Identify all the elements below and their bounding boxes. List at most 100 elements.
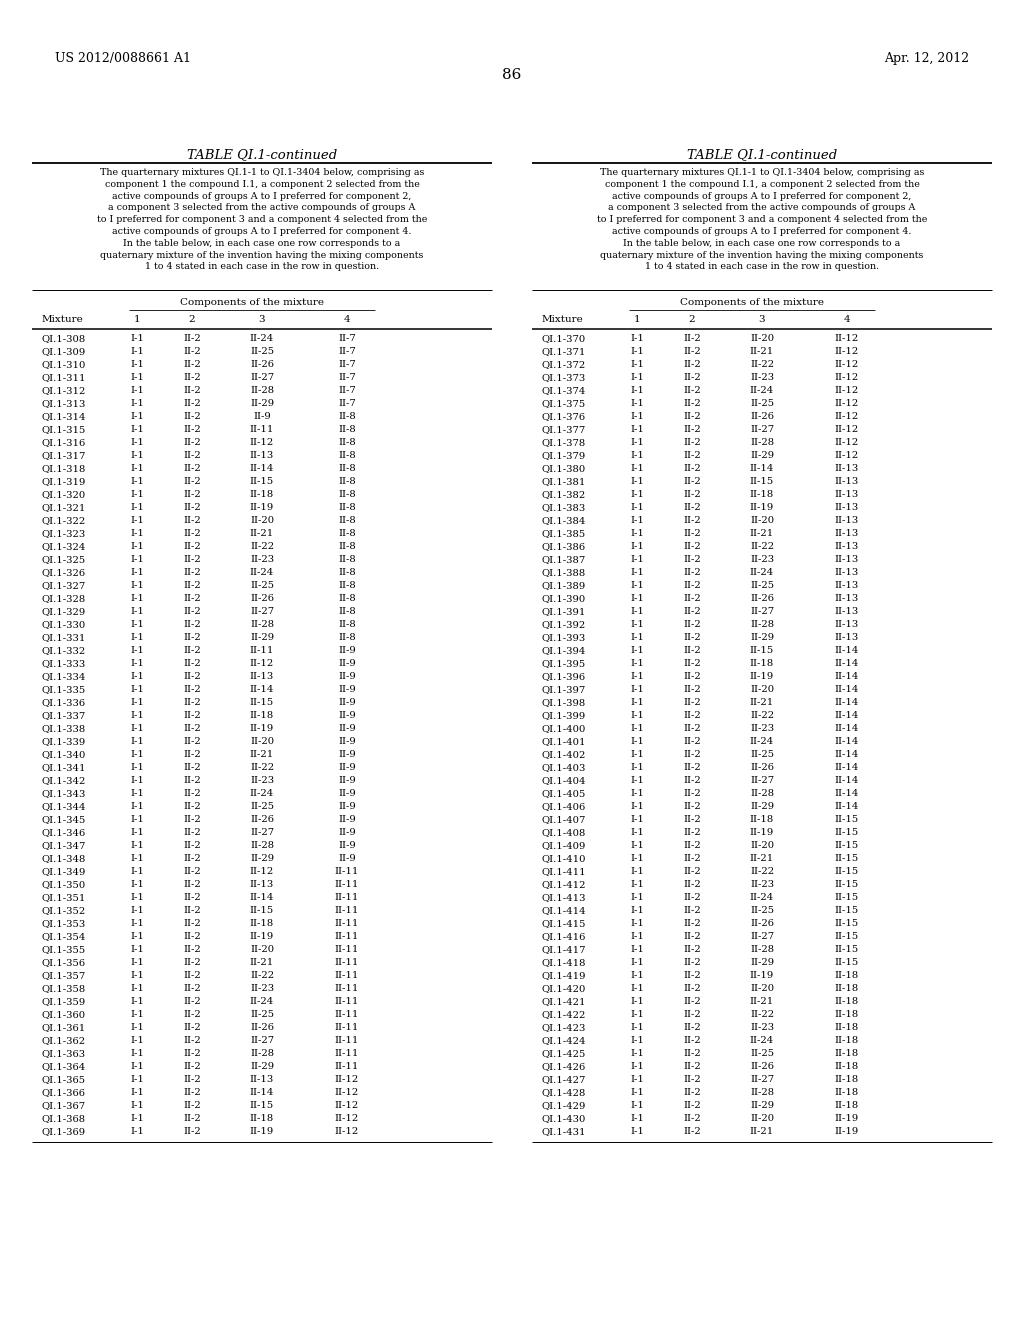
Text: QI.1-392: QI.1-392 xyxy=(542,620,587,630)
Text: II-15: II-15 xyxy=(835,814,859,824)
Text: II-2: II-2 xyxy=(683,750,700,759)
Text: II-13: II-13 xyxy=(835,620,859,630)
Text: II-12: II-12 xyxy=(835,451,859,459)
Text: II-12: II-12 xyxy=(250,438,274,447)
Text: I-1: I-1 xyxy=(630,568,644,577)
Text: II-11: II-11 xyxy=(335,997,359,1006)
Text: II-26: II-26 xyxy=(750,594,774,603)
Text: QI.1-409: QI.1-409 xyxy=(542,841,587,850)
Text: II-12: II-12 xyxy=(835,347,859,356)
Text: II-25: II-25 xyxy=(250,347,274,356)
Text: QI.1-337: QI.1-337 xyxy=(42,711,86,719)
Text: The quarternary mixtures QI.1-1 to QI.1-3404 below, comprising as
component 1 th: The quarternary mixtures QI.1-1 to QI.1-… xyxy=(97,168,427,272)
Text: II-2: II-2 xyxy=(183,438,201,447)
Text: I-1: I-1 xyxy=(630,438,644,447)
Text: I-1: I-1 xyxy=(130,607,144,616)
Text: QI.1-400: QI.1-400 xyxy=(542,723,587,733)
Text: II-9: II-9 xyxy=(338,659,356,668)
Text: II-2: II-2 xyxy=(683,490,700,499)
Text: II-11: II-11 xyxy=(335,945,359,954)
Text: II-20: II-20 xyxy=(250,945,274,954)
Text: I-1: I-1 xyxy=(130,634,144,642)
Text: QI.1-383: QI.1-383 xyxy=(542,503,587,512)
Text: II-15: II-15 xyxy=(750,645,774,655)
Text: QI.1-353: QI.1-353 xyxy=(42,919,86,928)
Text: QI.1-427: QI.1-427 xyxy=(542,1074,587,1084)
Text: QI.1-319: QI.1-319 xyxy=(42,477,86,486)
Text: QI.1-378: QI.1-378 xyxy=(542,438,587,447)
Text: II-12: II-12 xyxy=(835,438,859,447)
Text: II-2: II-2 xyxy=(183,425,201,434)
Text: II-2: II-2 xyxy=(183,841,201,850)
Text: II-13: II-13 xyxy=(835,554,859,564)
Text: I-1: I-1 xyxy=(630,814,644,824)
Text: QI.1-363: QI.1-363 xyxy=(42,1049,86,1059)
Text: I-1: I-1 xyxy=(630,659,644,668)
Text: I-1: I-1 xyxy=(130,529,144,539)
Text: Components of the mixture: Components of the mixture xyxy=(680,298,824,308)
Text: I-1: I-1 xyxy=(130,776,144,785)
Text: II-2: II-2 xyxy=(183,894,201,902)
Text: II-12: II-12 xyxy=(250,867,274,876)
Text: II-15: II-15 xyxy=(250,1101,274,1110)
Text: II-8: II-8 xyxy=(338,516,356,525)
Text: II-21: II-21 xyxy=(750,854,774,863)
Text: II-15: II-15 xyxy=(835,894,859,902)
Text: II-14: II-14 xyxy=(835,737,859,746)
Text: II-9: II-9 xyxy=(338,685,356,694)
Text: II-8: II-8 xyxy=(338,425,356,434)
Text: II-11: II-11 xyxy=(335,972,359,979)
Text: QI.1-318: QI.1-318 xyxy=(42,465,86,473)
Text: II-12: II-12 xyxy=(250,659,274,668)
Text: QI.1-423: QI.1-423 xyxy=(542,1023,587,1032)
Text: I-1: I-1 xyxy=(130,425,144,434)
Text: II-13: II-13 xyxy=(835,543,859,550)
Text: I-1: I-1 xyxy=(630,634,644,642)
Text: QI.1-412: QI.1-412 xyxy=(542,880,587,888)
Text: II-19: II-19 xyxy=(750,672,774,681)
Text: QI.1-421: QI.1-421 xyxy=(542,997,587,1006)
Text: II-9: II-9 xyxy=(338,711,356,719)
Text: QI.1-314: QI.1-314 xyxy=(42,412,86,421)
Text: QI.1-381: QI.1-381 xyxy=(542,477,587,486)
Text: II-2: II-2 xyxy=(183,1074,201,1084)
Text: II-7: II-7 xyxy=(338,399,356,408)
Text: II-25: II-25 xyxy=(750,906,774,915)
Text: 2: 2 xyxy=(689,315,695,323)
Text: II-24: II-24 xyxy=(750,737,774,746)
Text: I-1: I-1 xyxy=(630,1088,644,1097)
Text: II-2: II-2 xyxy=(183,1049,201,1059)
Text: I-1: I-1 xyxy=(630,867,644,876)
Text: II-25: II-25 xyxy=(750,399,774,408)
Text: I-1: I-1 xyxy=(630,945,644,954)
Text: QI.1-429: QI.1-429 xyxy=(542,1101,587,1110)
Text: II-27: II-27 xyxy=(750,776,774,785)
Text: QI.1-340: QI.1-340 xyxy=(42,750,86,759)
Text: II-15: II-15 xyxy=(835,945,859,954)
Text: I-1: I-1 xyxy=(130,763,144,772)
Text: II-21: II-21 xyxy=(750,529,774,539)
Text: QI.1-320: QI.1-320 xyxy=(42,490,86,499)
Text: II-2: II-2 xyxy=(183,983,201,993)
Text: I-1: I-1 xyxy=(630,841,644,850)
Text: II-20: II-20 xyxy=(250,516,274,525)
Text: II-14: II-14 xyxy=(250,894,274,902)
Text: II-29: II-29 xyxy=(750,803,774,810)
Text: II-2: II-2 xyxy=(683,983,700,993)
Text: II-21: II-21 xyxy=(250,529,274,539)
Text: I-1: I-1 xyxy=(130,451,144,459)
Text: I-1: I-1 xyxy=(630,997,644,1006)
Text: II-2: II-2 xyxy=(683,554,700,564)
Text: II-24: II-24 xyxy=(750,1036,774,1045)
Text: II-12: II-12 xyxy=(835,334,859,343)
Text: QI.1-408: QI.1-408 xyxy=(542,828,587,837)
Text: QI.1-398: QI.1-398 xyxy=(542,698,587,708)
Text: II-2: II-2 xyxy=(683,828,700,837)
Text: II-14: II-14 xyxy=(835,645,859,655)
Text: I-1: I-1 xyxy=(630,711,644,719)
Text: II-24: II-24 xyxy=(250,997,274,1006)
Text: QI.1-425: QI.1-425 xyxy=(542,1049,587,1059)
Text: QI.1-324: QI.1-324 xyxy=(42,543,86,550)
Text: I-1: I-1 xyxy=(630,919,644,928)
Text: II-2: II-2 xyxy=(683,425,700,434)
